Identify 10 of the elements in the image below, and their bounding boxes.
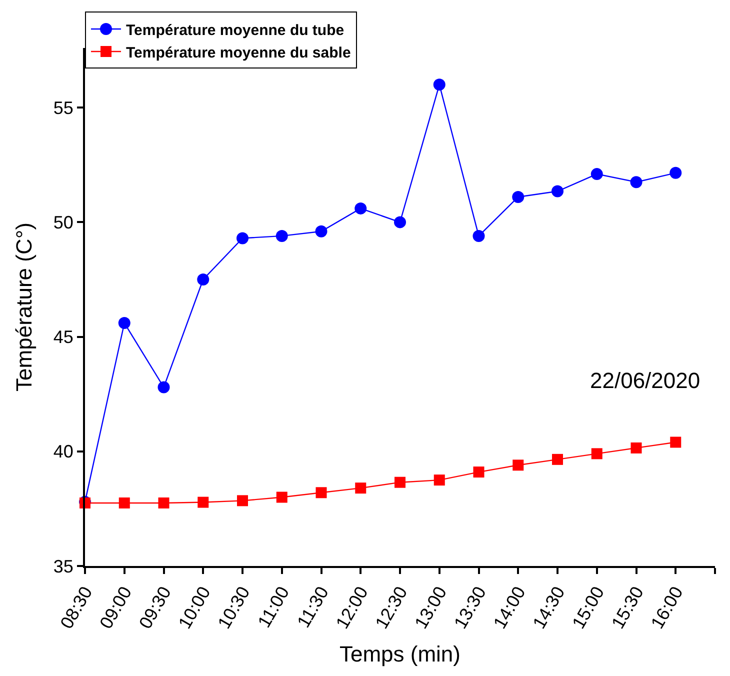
x-axis-title: Temps (min) — [339, 642, 461, 667]
y-tick-label: 40 — [53, 442, 74, 462]
y-tick-label: 50 — [53, 212, 74, 232]
y-tick-label: 55 — [53, 98, 74, 118]
y-tick-label: 35 — [53, 556, 74, 576]
y-axis-title: Température (C°) — [12, 222, 37, 392]
y-tick-label: 45 — [53, 327, 74, 348]
legend-label: Température moyenne du tube — [126, 22, 344, 39]
annotation: 22/06/2020 — [590, 368, 700, 393]
legend-label: Température moyenne du sable — [126, 44, 351, 62]
